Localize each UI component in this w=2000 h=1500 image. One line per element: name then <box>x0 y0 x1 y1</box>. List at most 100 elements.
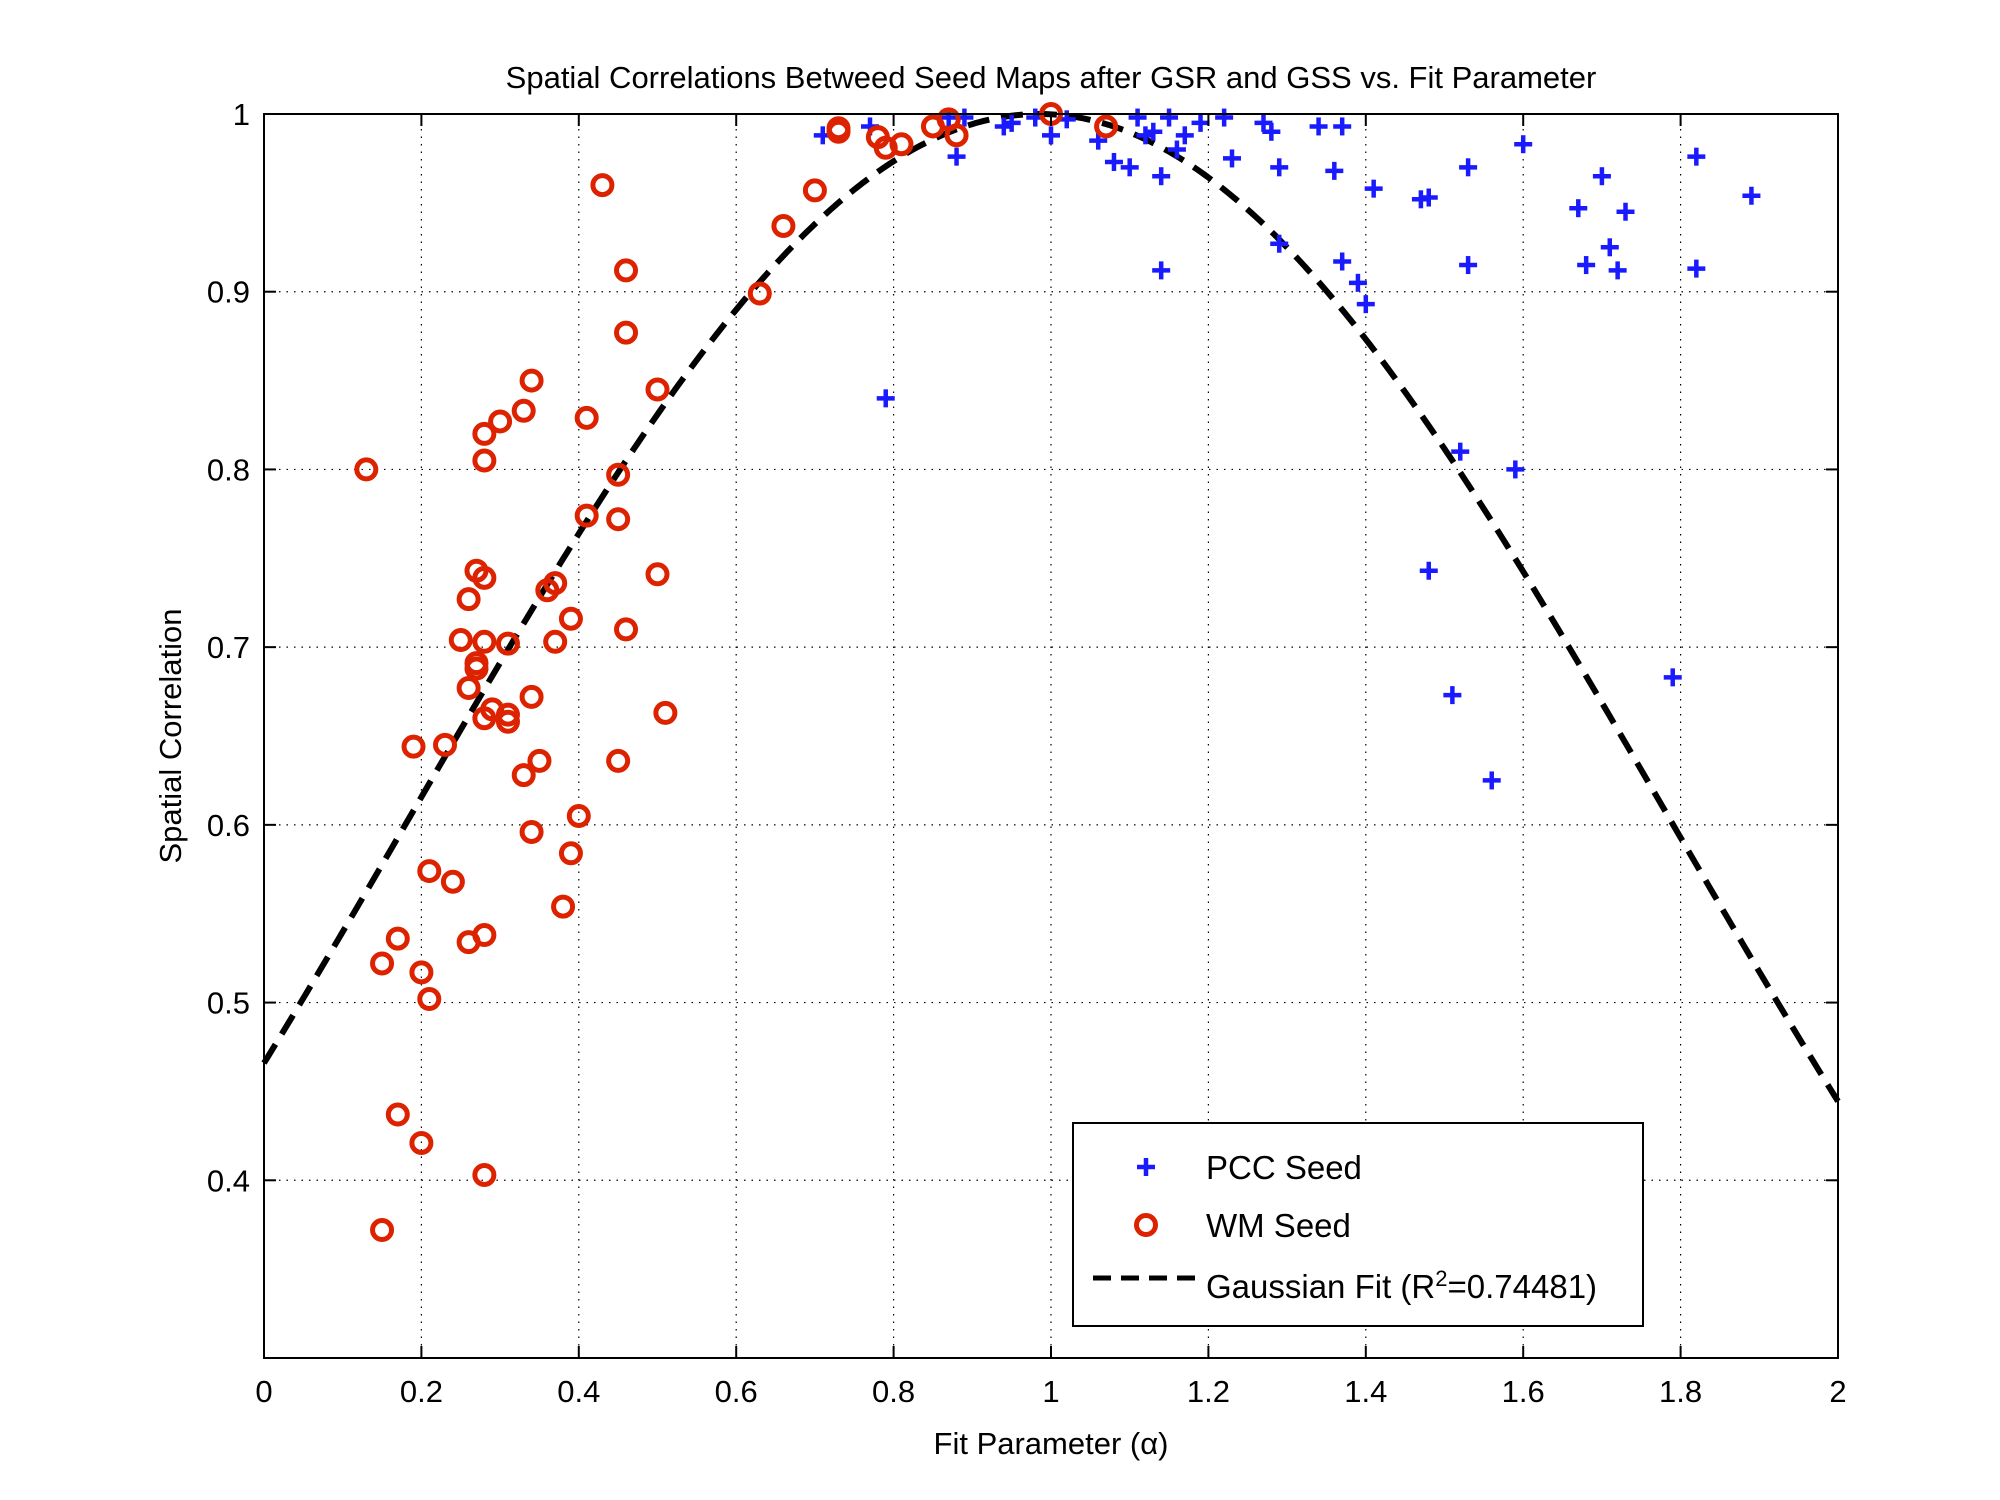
legend-fit-superscript: 2 <box>1435 1266 1447 1291</box>
y-axis-label: Spatial Correlation <box>153 608 188 863</box>
pcc-seed-point <box>1152 167 1171 186</box>
wm-seed-point <box>472 448 497 473</box>
wm-seed-point <box>889 132 914 157</box>
x-tick-label: 1 <box>1042 1374 1059 1409</box>
pcc-seed-point <box>1687 259 1706 278</box>
pcc-seed-point <box>1419 188 1438 207</box>
legend-label-pcc-seed: PCC Seed <box>1206 1149 1362 1186</box>
wm-seed-point <box>472 629 497 654</box>
pcc-seed-point <box>947 147 966 166</box>
wm-seed-point <box>488 409 513 434</box>
wm-seed-point <box>543 629 568 654</box>
legend-circle-marker <box>1134 1213 1158 1237</box>
wm-seed-point <box>826 116 851 141</box>
wm-seed-point <box>464 651 489 676</box>
wm-seed-point <box>1094 114 1119 139</box>
wm-seed-point <box>409 1130 434 1155</box>
pcc-seed-point <box>1152 261 1171 280</box>
pcc-seed-point <box>1160 108 1179 127</box>
y-tick-label: 0.4 <box>207 1163 250 1198</box>
wm-seed-point <box>385 1102 410 1127</box>
wm-seed-point <box>354 457 379 482</box>
wm-seed-point <box>440 869 465 894</box>
wm-seed-point <box>370 951 395 976</box>
wm-seed-point <box>645 562 670 587</box>
pcc-seed-point <box>1120 158 1139 177</box>
pcc-seed-point <box>1608 261 1627 280</box>
y-tick-label: 1 <box>233 97 250 132</box>
pcc-seed-point <box>1333 252 1352 271</box>
legend-fit-tail: =0.74481) <box>1447 1268 1597 1305</box>
legend-label-wm-seed: WM Seed <box>1206 1207 1351 1244</box>
wm-seed-point <box>409 960 434 985</box>
x-tick-label: 0.2 <box>400 1374 443 1409</box>
wm-seed-point <box>944 123 969 148</box>
wm-seed-point <box>495 709 520 734</box>
wm-seed-point <box>653 700 678 725</box>
pcc-seed-point <box>1482 771 1501 790</box>
wm-seed-point <box>511 763 536 788</box>
data-points <box>354 102 1761 1243</box>
wm-seed-point <box>456 676 481 701</box>
axis-ticks: 0 0.2 0.4 0.6 0.8 1 1.2 1.4 1.6 1.8 2 0.4 0.5 0.6 0.7 0… <box>207 97 1847 1409</box>
legend-marker-pcc-seed <box>1137 1158 1155 1176</box>
wm-seed-point <box>472 565 497 590</box>
pcc-seed-point <box>1128 108 1147 127</box>
wm-seed-point <box>614 258 639 283</box>
pcc-seed-point <box>1443 686 1462 705</box>
pcc-seed-point <box>1514 135 1533 154</box>
legend-label-gaussian-fit: Gaussian Fit (R2=0.74481) <box>1206 1266 1597 1306</box>
pcc-seed-point <box>1419 561 1438 580</box>
pcc-seed-point <box>1577 256 1596 275</box>
pcc-seed-point <box>1309 117 1328 136</box>
wm-seed-point <box>417 859 442 884</box>
wm-seed-point <box>574 503 599 528</box>
y-tick-label: 0.8 <box>207 452 250 487</box>
y-tick-label: 0.9 <box>207 275 250 310</box>
legend: PCC Seed WM Seed Gaussian Fit (R2=0.7448… <box>1072 1122 1644 1327</box>
x-tick-label: 2 <box>1829 1374 1846 1409</box>
wm-seed-point <box>519 684 544 709</box>
x-tick-label: 0 <box>255 1374 272 1409</box>
pcc-seed-point <box>1223 149 1242 168</box>
wm-seed-point <box>771 213 796 238</box>
wm-seed-point <box>551 894 576 919</box>
pcc-seed-point <box>1042 126 1060 145</box>
chart-title: Spatial Correlations Betweed Seed Maps a… <box>506 60 1597 95</box>
legend-marker-wm-seed <box>1134 1213 1158 1237</box>
x-tick-label: 1.8 <box>1659 1374 1702 1409</box>
legend-box <box>1072 1122 1644 1327</box>
pcc-seed-point <box>1104 152 1123 171</box>
wm-seed-point <box>566 803 591 828</box>
pcc-seed-point <box>1364 179 1383 198</box>
wm-seed-point <box>747 281 772 306</box>
pcc-seed-point <box>1191 113 1210 132</box>
pcc-seed-point <box>1592 167 1611 186</box>
pcc-seed-point <box>1742 186 1761 205</box>
pcc-seed-point <box>1270 234 1289 253</box>
y-tick-label: 0.7 <box>207 630 250 665</box>
wm-seed-point <box>495 631 520 656</box>
pcc-seed-point <box>876 389 895 408</box>
pcc-seed-point <box>1687 147 1706 166</box>
pcc-seed-point <box>1002 113 1021 132</box>
x-tick-label: 0.6 <box>715 1374 758 1409</box>
wm-seed-point <box>614 320 639 345</box>
pcc-seed-point <box>1451 442 1470 461</box>
wm-seed-point <box>802 178 827 203</box>
y-tick-label: 0.5 <box>207 986 250 1021</box>
pcc-seed-point <box>1144 122 1163 141</box>
wm-seed-point <box>472 421 497 446</box>
x-tick-label: 0.8 <box>872 1374 915 1409</box>
x-tick-label: 1.4 <box>1344 1374 1387 1409</box>
wm-seed-point <box>448 628 473 653</box>
wm-seed-point <box>543 571 568 596</box>
wm-seed-point <box>472 923 497 948</box>
x-axis-label: Fit Parameter (α) <box>934 1426 1169 1461</box>
pcc-seed-point <box>1459 256 1478 275</box>
wm-seed-point <box>590 173 615 198</box>
pcc-seed-point <box>1325 161 1344 180</box>
wm-seed-point <box>527 748 552 773</box>
wm-seed-point <box>472 1162 497 1187</box>
